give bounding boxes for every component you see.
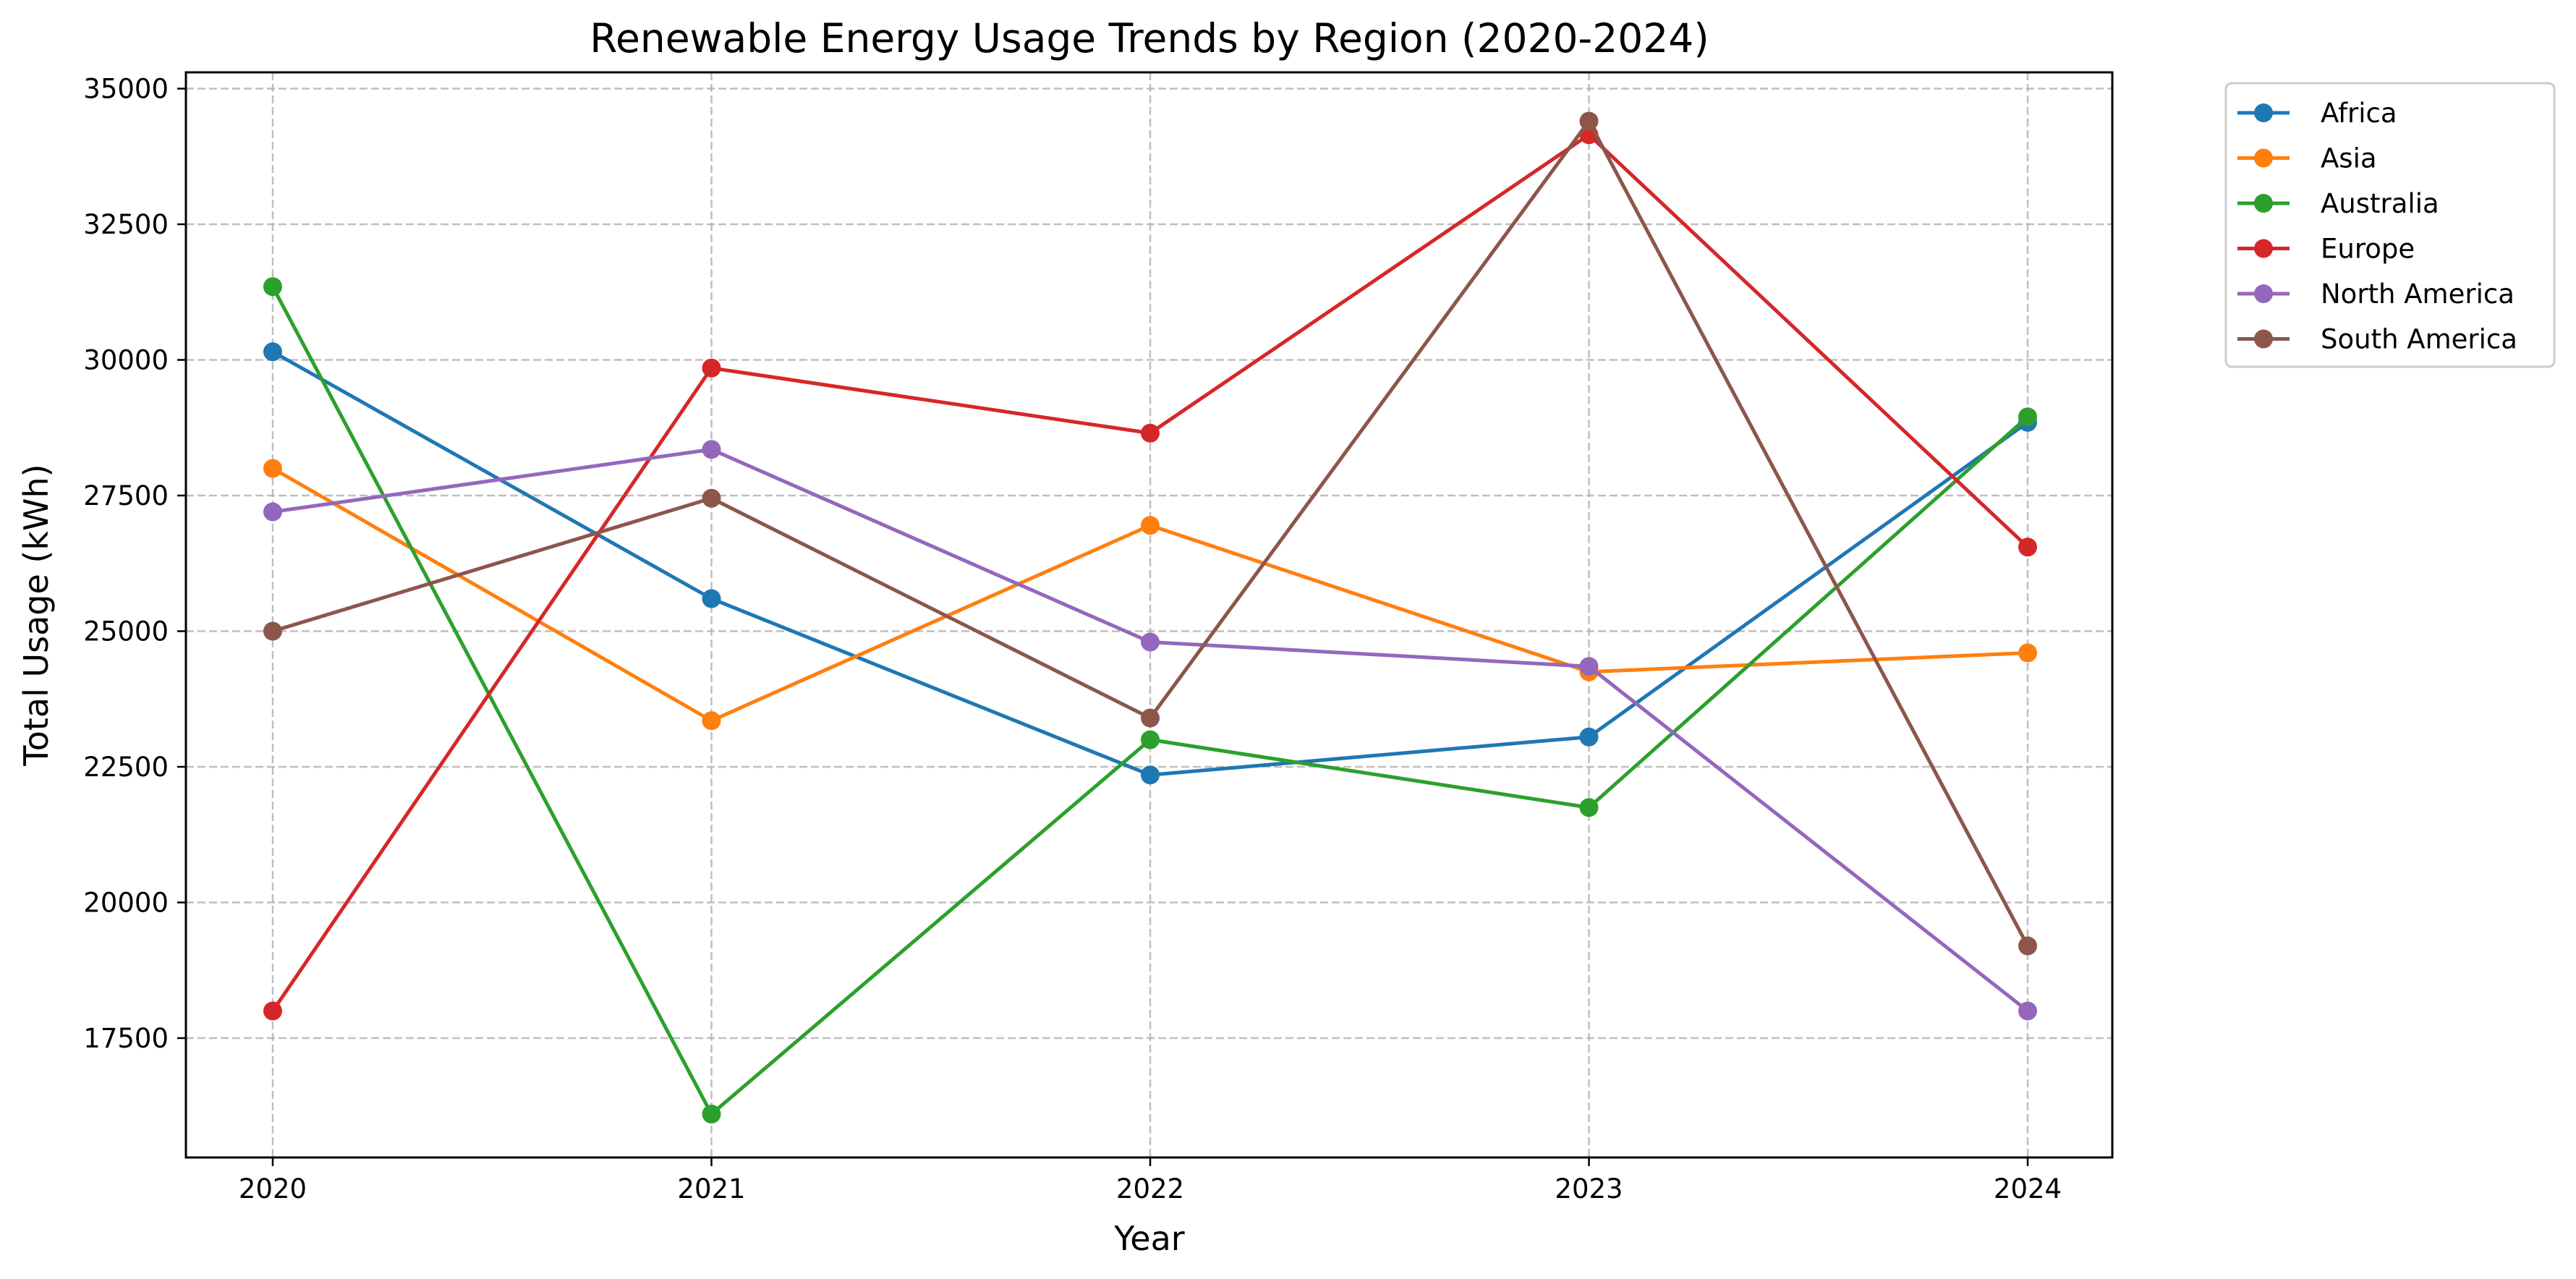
legend: Africa Asia Australia Europe North America So…: [2224, 82, 2556, 368]
data-point: [702, 358, 721, 378]
x-tick-label: 2021: [677, 1173, 745, 1204]
data-point: [1141, 765, 1160, 785]
legend-item: North America: [2237, 279, 2515, 310]
data-point: [1141, 632, 1160, 652]
legend-box: [2224, 82, 2556, 368]
data-point: [1141, 730, 1160, 749]
legend-item: Asia: [2237, 143, 2377, 174]
legend-marker: [2254, 329, 2273, 349]
series-south-america: [263, 111, 2037, 956]
x-axis: 2020 2021 2022 2023 2024: [239, 1157, 2062, 1204]
data-point: [702, 1105, 721, 1123]
legend-marker: [2254, 103, 2273, 122]
y-axis: 17500 20000 22500 25000 27500 30000 32500 35000: [83, 74, 186, 1054]
x-tick-label: 2023: [1555, 1173, 1623, 1204]
legend-marker: [2254, 194, 2273, 213]
legend-label: Africa: [2321, 98, 2397, 129]
data-point: [1579, 727, 1599, 747]
legend-marker: [2254, 239, 2273, 258]
legend-item: Europe: [2237, 234, 2415, 265]
x-tick-label: 2024: [1994, 1173, 2062, 1204]
data-point: [2018, 936, 2037, 956]
data-point: [2018, 407, 2037, 427]
x-tick-label: 2022: [1116, 1173, 1184, 1204]
legend-item: Australia: [2237, 188, 2439, 219]
data-point: [263, 342, 282, 362]
data-point: [1141, 423, 1160, 443]
legend-marker: [2254, 284, 2273, 303]
y-tick-label: 27500: [83, 480, 169, 511]
chart-title: Renewable Energy Usage Trends by Region …: [590, 15, 1709, 61]
legend-item: South America: [2237, 324, 2517, 355]
legend-item: Africa: [2237, 98, 2397, 129]
data-point: [2018, 537, 2037, 557]
legend-label: South America: [2321, 324, 2517, 355]
data-point: [263, 1001, 282, 1021]
series-north-america: [263, 440, 2037, 1021]
data-point: [702, 711, 721, 731]
plot-frame: [184, 71, 2114, 1159]
data-point: [1141, 516, 1160, 535]
legend-marker: [2254, 148, 2273, 168]
y-tick-label: 32500: [83, 209, 169, 240]
y-tick-label: 35000: [83, 74, 169, 105]
x-tick-label: 2020: [239, 1173, 307, 1204]
data-point: [263, 459, 282, 478]
legend-label: Asia: [2321, 143, 2377, 174]
y-tick-label: 20000: [83, 888, 169, 919]
y-tick-label: 22500: [83, 752, 169, 783]
data-point: [1579, 798, 1599, 817]
legend-label: Australia: [2321, 188, 2439, 219]
data-point: [1579, 111, 1599, 131]
data-point: [2018, 1001, 2037, 1021]
x-axis-label: Year: [1113, 1219, 1184, 1258]
legend-label: Europe: [2321, 234, 2415, 265]
y-tick-label: 30000: [83, 345, 169, 376]
y-tick-label: 17500: [83, 1023, 169, 1054]
data-point: [702, 440, 721, 459]
data-point: [263, 502, 282, 522]
series-group: [263, 111, 2037, 1123]
series-australia: [263, 277, 2037, 1123]
data-point: [1579, 657, 1599, 676]
data-point: [702, 589, 721, 608]
data-point: [702, 488, 721, 508]
data-point: [263, 621, 282, 641]
y-axis-label: Total Usage (kWh): [17, 464, 56, 766]
legend-label: North America: [2321, 279, 2515, 310]
data-point: [2018, 643, 2037, 663]
y-tick-label: 25000: [83, 616, 169, 647]
data-point: [263, 277, 282, 297]
data-point: [1141, 708, 1160, 728]
